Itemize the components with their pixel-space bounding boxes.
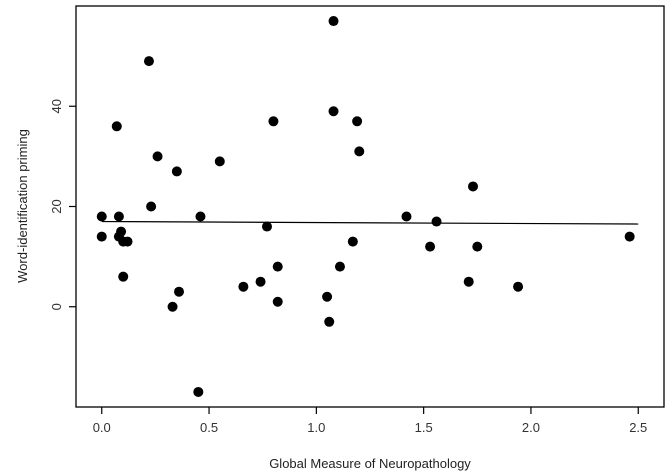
x-axis-title: Global Measure of Neuropathology <box>269 456 471 471</box>
y-axis: 0 20 40 <box>49 99 76 310</box>
data-point <box>328 16 339 27</box>
data-point <box>118 271 129 282</box>
data-point <box>624 231 635 242</box>
data-point <box>261 221 272 232</box>
data-point <box>152 151 163 162</box>
x-tick-label: 0.0 <box>93 420 111 435</box>
y-axis-title: Word-identification priming <box>15 129 30 283</box>
data-point <box>143 56 154 67</box>
data-point <box>255 276 266 287</box>
data-point <box>111 121 122 132</box>
x-tick-label: 1.0 <box>307 420 325 435</box>
data-point <box>146 201 157 212</box>
data-point <box>328 106 339 117</box>
regression-line <box>101 220 639 225</box>
x-tick-label: 2.0 <box>522 420 540 435</box>
data-point <box>468 181 479 192</box>
data-point <box>272 261 283 272</box>
data-point <box>167 301 178 312</box>
data-point <box>425 241 436 252</box>
data-point <box>352 116 363 127</box>
data-point <box>513 281 524 292</box>
data-point <box>334 261 345 272</box>
data-point <box>96 231 107 242</box>
x-tick-label: 1.5 <box>415 420 433 435</box>
data-point <box>272 296 283 307</box>
data-point <box>193 386 204 397</box>
data-point <box>463 276 474 287</box>
data-point <box>354 146 365 157</box>
y-tick-label: 40 <box>49 99 64 113</box>
data-point <box>96 211 107 222</box>
data-point <box>431 216 442 227</box>
data-point <box>322 291 333 302</box>
x-tick-label: 2.5 <box>629 420 647 435</box>
data-point <box>214 156 225 167</box>
data-point <box>174 286 185 297</box>
data-point <box>113 211 124 222</box>
data-point <box>268 116 279 127</box>
data-point <box>347 236 358 247</box>
data-point <box>401 211 412 222</box>
x-tick-label: 0.5 <box>200 420 218 435</box>
data-point <box>171 166 182 177</box>
data-point <box>122 236 133 247</box>
data-points <box>96 16 635 397</box>
data-point <box>324 316 335 327</box>
x-axis: 0.0 0.5 1.0 1.5 2.0 2.5 <box>93 407 647 435</box>
data-point <box>116 226 127 237</box>
data-point <box>238 281 249 292</box>
data-point <box>195 211 206 222</box>
data-point <box>472 241 483 252</box>
y-tick-label: 20 <box>49 199 64 213</box>
y-tick-label: 0 <box>49 303 64 310</box>
plot-frame <box>75 5 665 408</box>
